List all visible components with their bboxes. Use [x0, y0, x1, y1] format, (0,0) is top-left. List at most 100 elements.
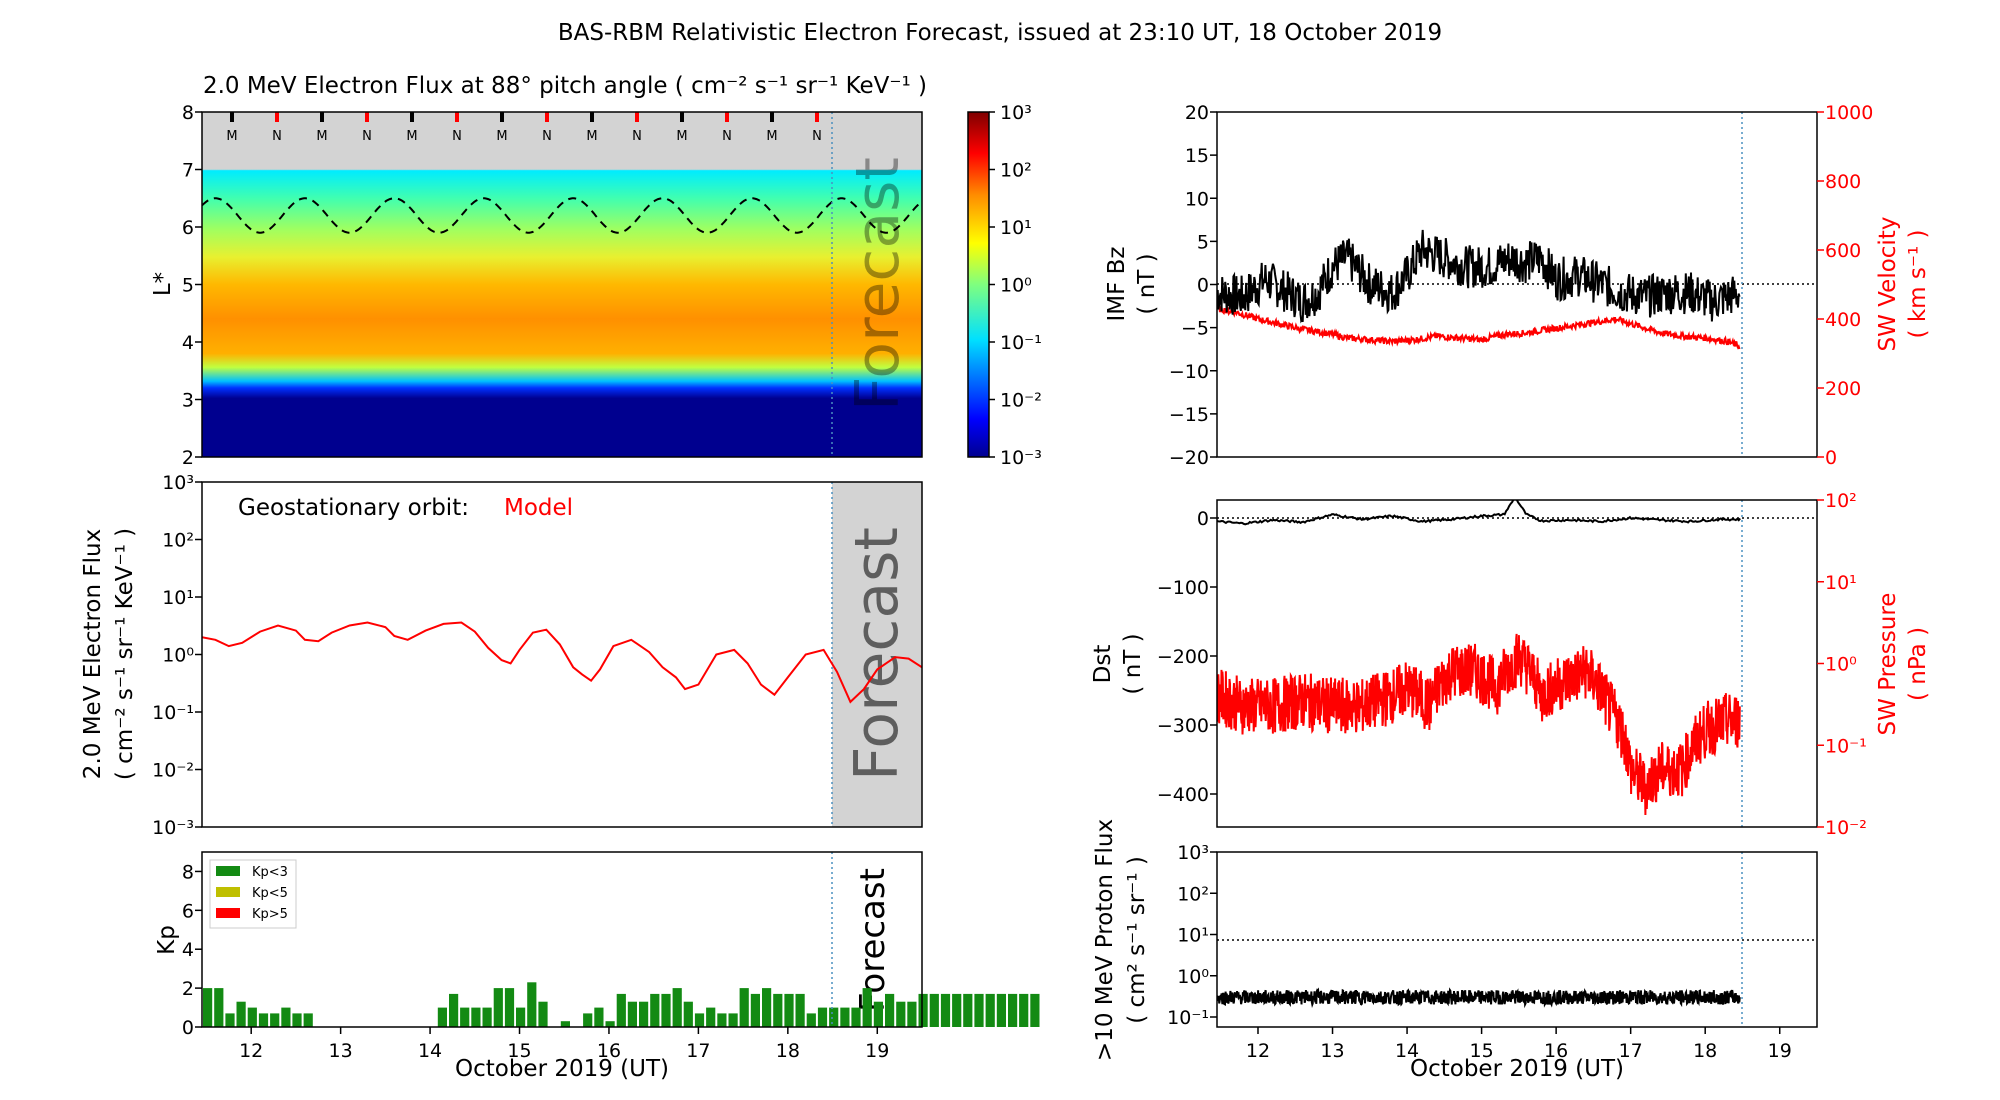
dst-y-tick-label: −300: [1157, 715, 1209, 737]
sw-pressure-y-tick-label: 10⁰: [1825, 654, 1857, 676]
kp-bar: [303, 1013, 313, 1027]
kp-legend-low: Kp<3: [252, 865, 288, 880]
flux-map-y-tick-label: 3: [182, 390, 194, 412]
imf-y-tick-label: 0: [1197, 275, 1209, 297]
sw-velocity-y-tick-label: 600: [1825, 240, 1861, 262]
kp-bar: [996, 993, 1006, 1027]
sw-pressure-line: [1217, 633, 1741, 816]
colorbar: 10³ 10² 10¹ 10⁰ 10⁻¹ 10⁻² 10⁻³: [967, 102, 1042, 469]
geo-flux-y-tick-label: 10¹: [162, 587, 194, 609]
imf-panel: 20 15 10 5 0 −5 −10 −15 −20 1000 800 600 400 200 0 IM…: [1104, 102, 1931, 469]
kp-y-tick-label: 2: [182, 978, 194, 1000]
kp-bar: [851, 1007, 861, 1027]
kp-bar: [963, 993, 973, 1027]
mn-marker-label: M: [766, 129, 777, 144]
imf-ylabel-1: IMF Bz: [1104, 246, 1130, 321]
kp-bar: [840, 1007, 850, 1027]
flux-map-heatmap: [202, 112, 922, 457]
kp-bar: [225, 1013, 235, 1027]
left-x-tick-label: 13: [329, 1040, 353, 1062]
kp-bar: [270, 1013, 280, 1027]
flux-map-y-tick-label: 2: [182, 447, 194, 469]
left-x-tick-label: 12: [239, 1040, 263, 1062]
geo-flux-y-tick-label: 10²: [162, 530, 194, 552]
colorbar-gradient: [967, 111, 990, 458]
mn-marker-label: N: [722, 129, 732, 144]
flux-map-y-tick-label: 8: [182, 102, 194, 124]
flux-map-y-tick-label: 6: [182, 217, 194, 239]
kp-legend-swatch-high: [216, 908, 240, 918]
proton-y-tick-label: 10¹: [1177, 925, 1209, 947]
right-x-tick-label: 13: [1320, 1040, 1344, 1062]
right-x-tick-label: 19: [1768, 1040, 1792, 1062]
imf-y-tick-label: 10: [1185, 188, 1209, 210]
proton-y-tick-label: 10³: [1177, 842, 1209, 864]
kp-bar: [885, 993, 895, 1027]
geo-flux-y-tick-label: 10⁻²: [152, 760, 194, 782]
left-x-axis: 12 13 14 15 16 17 18 19: [239, 1027, 889, 1062]
kp-y-tick-label: 0: [182, 1017, 194, 1039]
kp-bar: [773, 993, 783, 1027]
flux-map-y-tick-label: 5: [182, 275, 194, 297]
sw-pressure-y-axis: 10² 10¹ 10⁰ 10⁻¹ 10⁻²: [1817, 490, 1867, 839]
mn-marker-label: N: [452, 129, 462, 144]
kp-bar: [449, 993, 459, 1027]
geo-flux-y-tick-label: 10⁰: [162, 645, 194, 667]
kp-bar: [940, 993, 951, 1027]
proton-ylabel-2: ( cm² s⁻¹ sr⁻¹ ): [1124, 856, 1150, 1024]
sw-velocity-ylabel-2: ( km s⁻¹ ): [1905, 230, 1931, 339]
dst-ylabel-2: ( nT ): [1120, 633, 1146, 694]
right-x-tick-label: 16: [1544, 1040, 1568, 1062]
geo-flux-ylabel-1: 2.0 MeV Electron Flux: [80, 529, 106, 779]
right-xlabel: October 2019 (UT): [1410, 1056, 1624, 1082]
geo-flux-y-tick-label: 10³: [162, 472, 194, 494]
dst-y-tick-label: −100: [1157, 577, 1209, 599]
kp-y-axis: 0 2 4 6 8: [182, 861, 202, 1039]
kp-bar: [482, 1007, 492, 1027]
right-x-tick-label: 15: [1470, 1040, 1494, 1062]
sw-pressure-y-tick-label: 10²: [1825, 490, 1857, 512]
proton-y-tick-label: 10⁰: [1177, 966, 1209, 988]
geo-flux-y-tick-label: 10⁻³: [152, 817, 194, 839]
dst-y-tick-label: −400: [1157, 784, 1209, 806]
mn-marker-label: N: [812, 129, 822, 144]
mn-marker-label: M: [496, 129, 507, 144]
right-x-tick-label: 14: [1395, 1040, 1419, 1062]
flux-map-y-tick-label: 4: [182, 332, 194, 354]
kp-y-tick-label: 8: [182, 861, 194, 883]
sw-pressure-y-tick-label: 10¹: [1825, 572, 1857, 594]
imf-y-tick-label: −5: [1181, 318, 1209, 340]
colorbar-tick-label: 10¹: [1000, 217, 1032, 239]
kp-bar: [929, 993, 939, 1027]
kp-bar: [504, 988, 515, 1027]
kp-bar: [784, 993, 794, 1027]
imf-y-tick-label: −15: [1169, 404, 1209, 426]
kp-bar: [538, 1001, 548, 1027]
kp-bar: [873, 1001, 883, 1027]
kp-bar: [437, 1007, 447, 1027]
kp-legend-high: Kp>5: [252, 907, 288, 922]
kp-legend-swatch-mid: [216, 887, 240, 897]
kp-bar: [650, 993, 660, 1027]
mn-marker-label: M: [226, 129, 237, 144]
dst-y-tick-label: −200: [1157, 646, 1209, 668]
colorbar-tick-label: 10⁻²: [1000, 390, 1042, 412]
kp-ylabel: Kp: [154, 925, 180, 955]
geo-flux-y-tick-label: 10⁻¹: [152, 702, 194, 724]
kp-bar: [907, 1001, 917, 1027]
kp-forecast-watermark: Forecast: [853, 868, 893, 1012]
kp-bar: [829, 1007, 839, 1027]
kp-bar: [247, 1007, 257, 1027]
left-xlabel: October 2019 (UT): [455, 1056, 669, 1082]
kp-bar: [493, 988, 503, 1027]
kp-bar: [672, 988, 682, 1027]
left-x-tick-label: 15: [507, 1040, 531, 1062]
kp-bar: [1030, 993, 1040, 1027]
figure-title: BAS-RBM Relativistic Electron Forecast, …: [558, 20, 1442, 46]
flux-map-title: 2.0 MeV Electron Flux at 88° pitch angle…: [203, 73, 927, 99]
right-x-axis: 12 13 14 15 16 17 18 19: [1246, 1027, 1792, 1062]
dashed-boundary-line: [202, 197, 922, 234]
flux-map-panel: M N M N M N M N M N M N M N Forecast 8 7 6 5 4 3 2 L*: [150, 102, 923, 469]
dst-y-axis: 0 −100 −200 −300 −400: [1157, 508, 1217, 806]
